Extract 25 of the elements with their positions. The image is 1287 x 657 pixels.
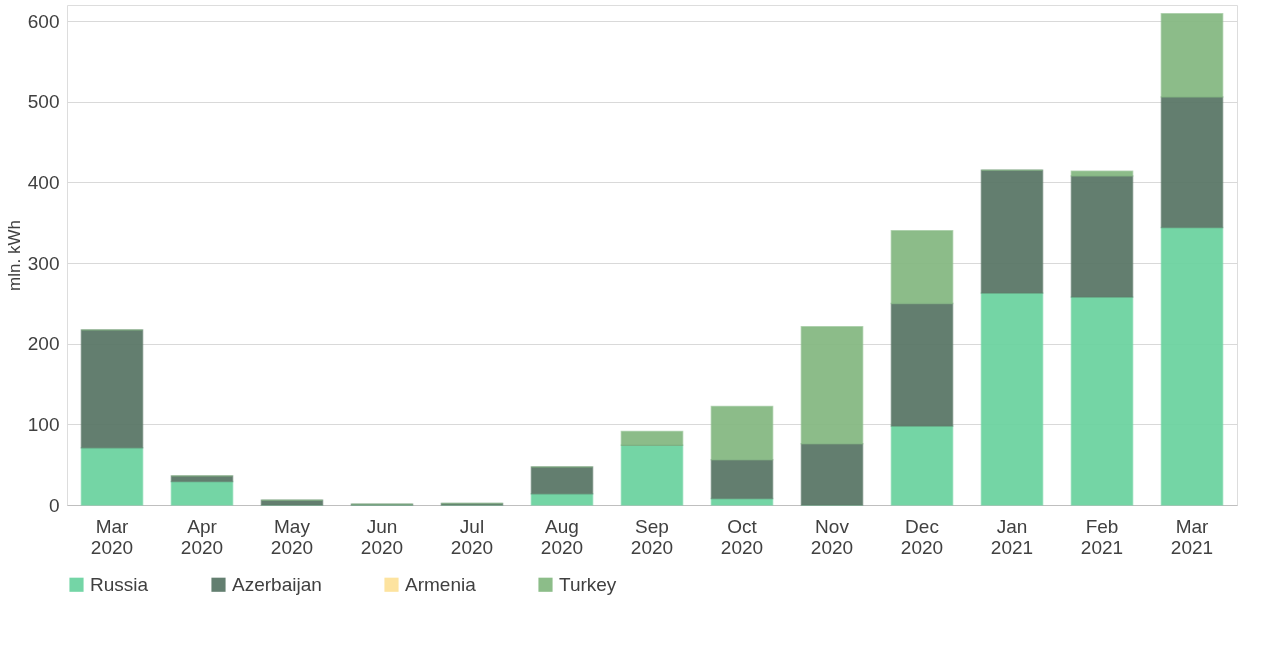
x-tick-label: May 2020 bbox=[270, 515, 314, 558]
x-tick-label: Jul 2020 bbox=[450, 515, 494, 558]
legend-label: Turkey bbox=[559, 573, 617, 595]
x-tick-label: Nov 2020 bbox=[810, 515, 854, 558]
x-tick-label: Mar 2020 bbox=[90, 515, 134, 558]
y-axis-title: mln. kWh bbox=[4, 220, 24, 291]
y-tick-label: 300 bbox=[27, 252, 60, 274]
y-tick-label: 0 bbox=[48, 494, 60, 516]
x-tick-label: Oct 2020 bbox=[720, 515, 764, 558]
x-tick-label: Jan 2021 bbox=[990, 515, 1034, 558]
x-tick-label: Jun 2020 bbox=[360, 515, 404, 558]
x-tick-label: Dec 2020 bbox=[900, 515, 944, 558]
x-tick-label: Apr 2020 bbox=[180, 515, 224, 558]
y-tick-label: 400 bbox=[27, 171, 60, 193]
x-tick-label: Aug 2020 bbox=[540, 515, 584, 558]
legend-label: Azerbaijan bbox=[232, 573, 322, 595]
legend-label: Armenia bbox=[405, 573, 477, 595]
y-tick-label: 200 bbox=[27, 333, 60, 355]
x-tick-label: Feb 2021 bbox=[1080, 515, 1124, 558]
y-tick-label: 500 bbox=[27, 91, 60, 113]
x-tick-label: Mar 2021 bbox=[1170, 515, 1214, 558]
y-tick-label: 600 bbox=[27, 10, 60, 32]
x-tick-label: Sep 2020 bbox=[630, 515, 674, 558]
y-tick-label: 100 bbox=[27, 413, 60, 435]
legend-label: Russia bbox=[90, 573, 149, 595]
